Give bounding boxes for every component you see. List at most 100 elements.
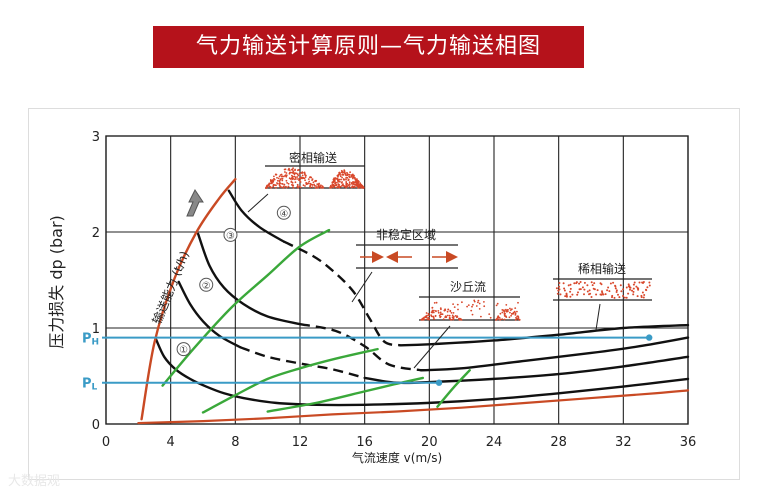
- particle: [608, 290, 611, 293]
- particle: [279, 182, 282, 185]
- particle: [298, 172, 301, 175]
- particle: [475, 305, 478, 307]
- particle: [329, 186, 332, 189]
- pickup-boundary-line: [266, 376, 425, 413]
- particle: [273, 178, 276, 181]
- x-tick-label: 0: [102, 435, 110, 450]
- particle: [338, 171, 341, 174]
- particle: [578, 282, 581, 285]
- particle: [353, 176, 356, 179]
- particle: [622, 288, 625, 291]
- particle: [433, 302, 436, 304]
- particle: [615, 289, 618, 292]
- particle: [613, 296, 616, 299]
- capacity-2-dashed: [239, 346, 365, 380]
- particle: [451, 314, 454, 317]
- particle: [636, 287, 639, 289]
- particle: [625, 286, 628, 289]
- plot-border: [105, 135, 689, 425]
- particle: [314, 187, 317, 189]
- particle: [606, 289, 609, 292]
- particle: [440, 313, 443, 316]
- particle: [266, 185, 269, 188]
- particle: [439, 311, 442, 314]
- watermark-text: 大数据观: [8, 474, 61, 489]
- particle: [505, 308, 507, 311]
- particle: [505, 315, 507, 318]
- y-axis-label: 压力损失 dp (bar): [47, 215, 66, 349]
- particle: [623, 296, 626, 299]
- particle: [290, 181, 293, 183]
- capacity-4-label: ④: [279, 209, 288, 220]
- particle: [509, 309, 512, 311]
- particle: [288, 172, 291, 175]
- particle: [478, 302, 481, 305]
- particle: [466, 305, 468, 308]
- particle: [292, 170, 295, 173]
- particle: [349, 171, 351, 174]
- particle: [311, 179, 313, 182]
- particle: [334, 182, 337, 185]
- particle: [645, 289, 648, 292]
- particle: [287, 185, 290, 188]
- particle: [284, 168, 287, 171]
- particle: [334, 184, 337, 187]
- particle: [577, 291, 579, 294]
- particle: [588, 289, 591, 292]
- particle: [337, 175, 339, 178]
- particle: [362, 186, 365, 189]
- particle: [629, 286, 632, 289]
- particle: [432, 315, 435, 318]
- particle: [291, 174, 293, 177]
- particle: [291, 168, 293, 171]
- particle: [426, 318, 429, 321]
- particle: [622, 295, 624, 297]
- particle: [454, 315, 457, 317]
- particle: [346, 171, 348, 174]
- particle: [332, 186, 335, 189]
- particle: [294, 181, 297, 184]
- particle: [346, 174, 349, 177]
- particle: [617, 293, 619, 296]
- particle: [632, 283, 635, 286]
- particle: [281, 177, 284, 180]
- particle: [437, 310, 440, 312]
- dune-flow-label: 沙丘流: [450, 280, 486, 294]
- particle: [562, 282, 565, 285]
- particle: [294, 178, 297, 180]
- particle: [426, 314, 428, 317]
- particle: [559, 293, 562, 296]
- P-low-line-label: PL: [82, 377, 98, 393]
- particle: [352, 183, 354, 186]
- particle: [471, 313, 474, 316]
- particle: [299, 181, 302, 183]
- particle: [643, 294, 646, 296]
- particle: [586, 284, 589, 287]
- x-tick-label: 32: [615, 435, 632, 450]
- particle: [275, 184, 277, 187]
- particle: [571, 293, 574, 296]
- particle: [279, 174, 282, 176]
- curve-number-labels: ① ② ③ ④: [176, 205, 291, 357]
- stable-boundary-line: [436, 369, 471, 408]
- particle: [341, 181, 343, 183]
- particle: [420, 318, 423, 321]
- particle: [455, 316, 458, 319]
- particle: [291, 181, 294, 184]
- particle: [467, 304, 470, 306]
- particle: [602, 293, 605, 296]
- particle: [314, 179, 317, 182]
- particle: [470, 309, 473, 312]
- particle: [459, 318, 462, 320]
- unstable-zone-label: 非稳定区域: [376, 227, 436, 242]
- particle: [431, 307, 434, 309]
- particle: [331, 181, 334, 184]
- particle: [648, 284, 651, 287]
- particle: [308, 180, 311, 183]
- capacity-1-label: ①: [179, 345, 188, 356]
- particle: [296, 178, 298, 180]
- particle: [511, 313, 513, 315]
- capacity-4-dashed: [283, 240, 401, 347]
- particle: [292, 167, 294, 170]
- particle: [343, 169, 346, 172]
